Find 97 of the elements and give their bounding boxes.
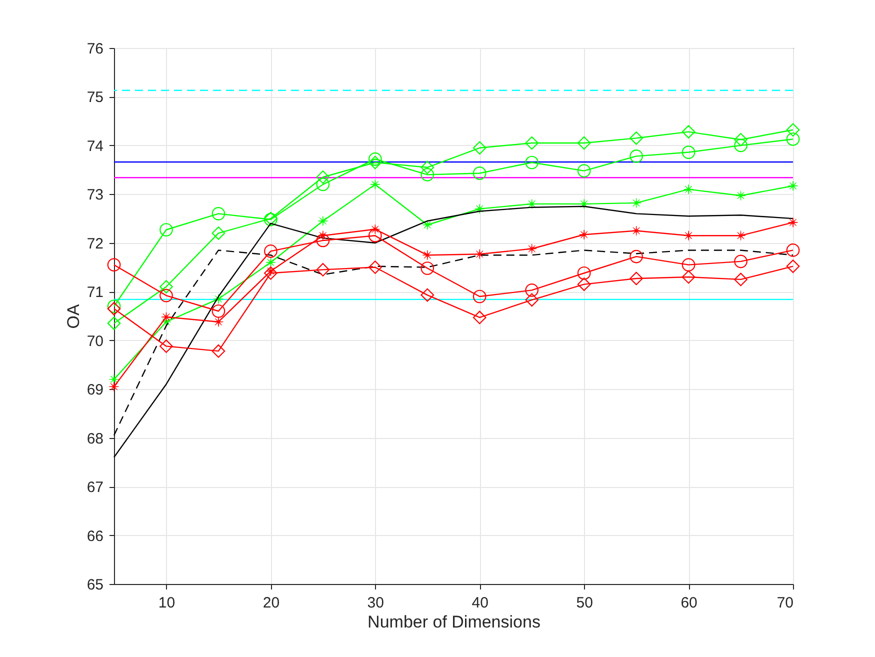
point <box>577 136 591 150</box>
y-tick-label: 71 <box>86 284 104 302</box>
point <box>474 249 485 260</box>
point <box>420 168 434 182</box>
point <box>786 244 800 257</box>
point <box>526 244 537 254</box>
point <box>109 382 119 392</box>
point <box>734 254 748 268</box>
x-tick-label: 40 <box>472 594 488 612</box>
y-tick-label: 69 <box>86 382 104 399</box>
point <box>107 302 121 316</box>
point <box>472 166 486 180</box>
x-tick-label: 30 <box>367 594 384 612</box>
point <box>264 244 278 258</box>
point <box>109 374 119 384</box>
point <box>420 262 434 275</box>
y-tick-label: 68 <box>86 430 104 448</box>
point <box>631 198 642 208</box>
point <box>420 160 434 174</box>
point <box>368 152 382 166</box>
point <box>630 131 643 145</box>
point <box>630 272 643 286</box>
point <box>107 300 121 313</box>
point <box>422 250 432 260</box>
y-tick-label: 66 <box>86 528 104 545</box>
point <box>788 217 798 228</box>
y-tick-label: 67 <box>86 479 104 496</box>
point <box>422 220 432 230</box>
point <box>107 258 121 272</box>
point <box>316 178 330 192</box>
y-tick-label: 76 <box>86 40 104 58</box>
point <box>212 207 226 220</box>
point <box>370 179 380 190</box>
point <box>316 263 330 276</box>
point <box>161 312 172 322</box>
y-tick-label: 70 <box>86 332 104 350</box>
point <box>212 226 226 240</box>
point <box>266 257 276 268</box>
point <box>212 304 226 318</box>
point <box>577 164 591 178</box>
y-tick-label: 74 <box>86 138 104 155</box>
point <box>736 230 746 241</box>
point <box>368 156 382 170</box>
point <box>368 260 382 274</box>
point <box>684 230 694 241</box>
y-tick-label: 65 <box>86 576 104 594</box>
point <box>682 270 696 284</box>
point <box>213 316 224 327</box>
point <box>577 278 591 291</box>
point <box>579 230 590 240</box>
point <box>318 216 328 226</box>
point <box>107 316 121 330</box>
point <box>786 123 800 137</box>
point <box>472 290 486 304</box>
y-tick-label: 75 <box>86 89 104 106</box>
x-axis-title: Number of Dimensions <box>368 612 540 632</box>
point <box>734 272 748 286</box>
point <box>734 132 748 146</box>
point <box>525 156 539 170</box>
point <box>734 138 748 152</box>
point <box>160 288 173 302</box>
point <box>630 250 643 264</box>
point <box>525 136 539 150</box>
x-tick-label: 50 <box>576 594 593 612</box>
point <box>160 280 173 294</box>
point <box>420 288 434 302</box>
point <box>682 258 696 272</box>
x-tick-label: 70 <box>776 594 794 612</box>
point <box>786 132 800 146</box>
point <box>736 190 746 201</box>
x-tick-label: 60 <box>680 594 698 612</box>
point <box>631 226 642 236</box>
point <box>212 344 226 358</box>
point <box>316 170 330 184</box>
point <box>525 284 539 297</box>
point <box>472 141 486 155</box>
x-tick-label: 10 <box>158 594 176 612</box>
point <box>786 260 800 273</box>
point <box>525 293 539 307</box>
point <box>160 223 173 236</box>
y-tick-label: 73 <box>86 186 104 204</box>
point <box>472 310 486 324</box>
point <box>684 184 694 194</box>
point <box>160 340 173 353</box>
point <box>682 146 696 159</box>
point <box>368 228 382 242</box>
point <box>788 180 798 191</box>
y-axis-title: OA <box>64 304 83 329</box>
point <box>682 125 696 138</box>
x-tick-label: 20 <box>262 594 280 612</box>
y-tick-label: 72 <box>86 235 104 252</box>
point <box>316 234 330 248</box>
point <box>526 198 537 209</box>
point <box>264 266 278 280</box>
point <box>579 198 590 209</box>
point <box>630 150 643 163</box>
point <box>577 266 591 280</box>
